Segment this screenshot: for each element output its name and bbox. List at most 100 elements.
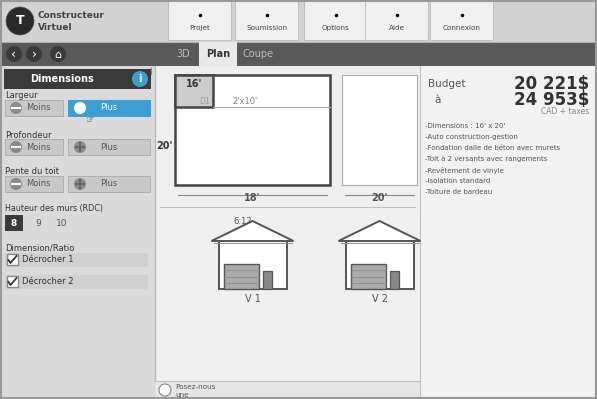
Text: Virtuel: Virtuel bbox=[38, 22, 73, 32]
Text: 9: 9 bbox=[35, 219, 41, 227]
Text: 6:12: 6:12 bbox=[233, 217, 252, 225]
Text: 20': 20' bbox=[156, 141, 172, 151]
Text: Dimension/Ratio: Dimension/Ratio bbox=[5, 243, 75, 253]
Text: CAD + taxes: CAD + taxes bbox=[541, 107, 589, 115]
Text: Moins: Moins bbox=[26, 103, 50, 113]
Circle shape bbox=[74, 102, 86, 114]
Bar bbox=[4, 69, 151, 89]
Text: -Auto construction-gestion: -Auto construction-gestion bbox=[425, 134, 518, 140]
Text: -Revêtement de vinyle: -Revêtement de vinyle bbox=[425, 166, 504, 174]
Bar bbox=[0, 42, 597, 66]
Text: Plus: Plus bbox=[100, 180, 118, 188]
Circle shape bbox=[50, 46, 66, 62]
Text: Moins: Moins bbox=[26, 180, 50, 188]
Text: 8: 8 bbox=[11, 219, 17, 227]
FancyBboxPatch shape bbox=[5, 100, 63, 116]
Text: 10: 10 bbox=[56, 219, 67, 227]
Text: 2'x10': 2'x10' bbox=[232, 97, 258, 105]
Text: D1: D1 bbox=[199, 97, 210, 107]
Text: 3D: 3D bbox=[176, 49, 190, 59]
Text: Aide: Aide bbox=[389, 25, 405, 31]
Bar bbox=[0, 66, 155, 399]
Text: -Fondation dalle de béton avec murets: -Fondation dalle de béton avec murets bbox=[425, 145, 560, 151]
Text: Profondeur: Profondeur bbox=[5, 130, 51, 140]
Text: Pente du toit: Pente du toit bbox=[5, 168, 59, 176]
Text: ›: › bbox=[32, 47, 36, 61]
Text: Soumission: Soumission bbox=[247, 25, 288, 31]
Text: 24 953$: 24 953$ bbox=[513, 91, 589, 109]
Text: Options: Options bbox=[322, 25, 350, 31]
Bar bbox=[5, 253, 148, 267]
Bar bbox=[7, 276, 18, 287]
FancyBboxPatch shape bbox=[235, 2, 298, 41]
Bar bbox=[219, 241, 287, 289]
Bar bbox=[5, 275, 148, 289]
Circle shape bbox=[132, 71, 148, 87]
Text: -Dimensions : 16' x 20': -Dimensions : 16' x 20' bbox=[425, 123, 506, 129]
Text: Plan: Plan bbox=[206, 49, 230, 59]
Text: -Toit à 2 versants avec rangements: -Toit à 2 versants avec rangements bbox=[425, 156, 547, 162]
Circle shape bbox=[6, 46, 22, 62]
Text: -Isolation standard: -Isolation standard bbox=[425, 178, 490, 184]
FancyBboxPatch shape bbox=[68, 139, 150, 155]
Bar bbox=[346, 241, 414, 289]
Text: 16': 16' bbox=[186, 79, 202, 89]
Bar bbox=[175, 75, 330, 185]
FancyBboxPatch shape bbox=[68, 100, 150, 116]
Bar bbox=[390, 271, 399, 289]
Text: Largeur: Largeur bbox=[5, 91, 38, 101]
Text: une: une bbox=[175, 392, 189, 398]
FancyBboxPatch shape bbox=[168, 2, 232, 41]
Circle shape bbox=[26, 46, 42, 62]
Circle shape bbox=[10, 178, 22, 190]
Polygon shape bbox=[338, 221, 420, 241]
Text: 18': 18' bbox=[244, 193, 261, 203]
Text: V 1: V 1 bbox=[245, 294, 260, 304]
Bar bbox=[0, 0, 597, 42]
Text: i: i bbox=[139, 74, 141, 84]
Text: 20': 20' bbox=[371, 193, 387, 203]
Bar bbox=[5, 215, 23, 231]
Circle shape bbox=[6, 7, 34, 35]
Bar bbox=[223, 264, 259, 289]
Text: ‹: ‹ bbox=[11, 47, 17, 61]
Text: Constructeur: Constructeur bbox=[38, 12, 105, 20]
FancyBboxPatch shape bbox=[5, 139, 63, 155]
Bar bbox=[177, 77, 211, 105]
Text: Posez-nous: Posez-nous bbox=[175, 384, 216, 390]
Polygon shape bbox=[211, 221, 294, 241]
Bar bbox=[350, 264, 386, 289]
Bar bbox=[420, 66, 597, 399]
Text: Décrocher 2: Décrocher 2 bbox=[22, 277, 73, 286]
Text: -Toiture de bardeau: -Toiture de bardeau bbox=[425, 189, 493, 195]
Bar bbox=[342, 75, 417, 185]
Text: V 2: V 2 bbox=[371, 294, 387, 304]
Text: ⌂: ⌂ bbox=[54, 50, 61, 60]
Circle shape bbox=[74, 178, 86, 190]
Text: Dimensions: Dimensions bbox=[30, 74, 94, 84]
Bar bbox=[155, 381, 420, 399]
Text: à: à bbox=[434, 95, 441, 105]
Text: Moins: Moins bbox=[26, 142, 50, 152]
Text: Coupe: Coupe bbox=[242, 49, 273, 59]
Text: Projet: Projet bbox=[190, 25, 210, 31]
Text: Hauteur des murs (RDC): Hauteur des murs (RDC) bbox=[5, 203, 103, 213]
FancyBboxPatch shape bbox=[68, 176, 150, 192]
Text: 20 221$: 20 221$ bbox=[514, 75, 589, 93]
Text: ☞: ☞ bbox=[85, 115, 94, 125]
Circle shape bbox=[159, 384, 171, 396]
FancyBboxPatch shape bbox=[5, 176, 63, 192]
Circle shape bbox=[74, 141, 86, 153]
Text: Décrocher 1: Décrocher 1 bbox=[22, 255, 73, 263]
Text: T: T bbox=[16, 14, 24, 28]
Bar bbox=[7, 254, 18, 265]
Circle shape bbox=[10, 102, 22, 114]
Bar bbox=[155, 66, 420, 399]
Text: Plus: Plus bbox=[100, 103, 118, 113]
Circle shape bbox=[10, 141, 22, 153]
Bar bbox=[199, 42, 237, 66]
FancyBboxPatch shape bbox=[365, 2, 429, 41]
Bar bbox=[263, 271, 272, 289]
Text: Budget: Budget bbox=[428, 79, 466, 89]
FancyBboxPatch shape bbox=[304, 2, 368, 41]
